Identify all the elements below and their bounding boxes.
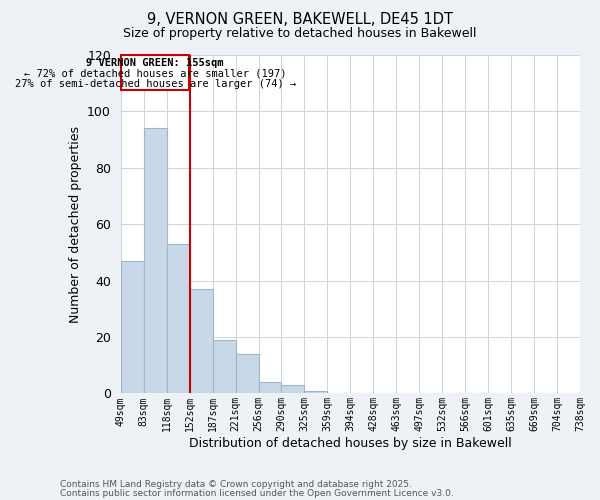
- X-axis label: Distribution of detached houses by size in Bakewell: Distribution of detached houses by size …: [189, 437, 512, 450]
- Bar: [190, 289, 212, 394]
- Text: Contains public sector information licensed under the Open Government Licence v3: Contains public sector information licen…: [60, 488, 454, 498]
- Bar: [121, 261, 144, 394]
- Bar: [281, 385, 304, 394]
- Bar: [167, 244, 190, 394]
- Text: 9, VERNON GREEN, BAKEWELL, DE45 1DT: 9, VERNON GREEN, BAKEWELL, DE45 1DT: [147, 12, 453, 28]
- Bar: [259, 382, 281, 394]
- Bar: [212, 340, 236, 394]
- Bar: [144, 128, 167, 394]
- Text: 9 VERNON GREEN: 155sqm: 9 VERNON GREEN: 155sqm: [86, 58, 224, 68]
- Text: ← 72% of detached houses are smaller (197): ← 72% of detached houses are smaller (19…: [24, 68, 286, 78]
- Text: 27% of semi-detached houses are larger (74) →: 27% of semi-detached houses are larger (…: [14, 79, 296, 89]
- Y-axis label: Number of detached properties: Number of detached properties: [68, 126, 82, 322]
- Text: Contains HM Land Registry data © Crown copyright and database right 2025.: Contains HM Land Registry data © Crown c…: [60, 480, 412, 489]
- Bar: [236, 354, 259, 394]
- Bar: [304, 390, 328, 394]
- Bar: [121, 55, 190, 90]
- Text: Size of property relative to detached houses in Bakewell: Size of property relative to detached ho…: [123, 28, 477, 40]
